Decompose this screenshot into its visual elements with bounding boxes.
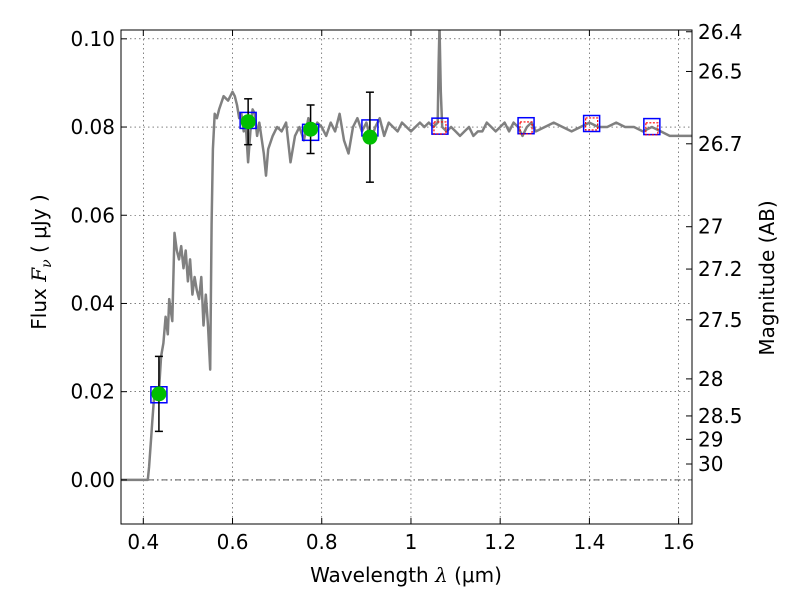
x-axis-title-unit: (μm) <box>448 563 502 587</box>
x-axis-title-prefix: Wavelength <box>310 563 435 587</box>
y-axis-title-symbol: F <box>27 267 51 283</box>
x-axis-title-symbol: λ <box>434 563 448 587</box>
model-square-red <box>519 121 533 135</box>
photometry-markers <box>150 91 661 433</box>
y-tick-label: 0.04 <box>70 291 115 315</box>
mag-tick-label: 28 <box>698 367 723 391</box>
mag-tick-label: 29 <box>698 427 723 451</box>
y-axis-title-prefix: Flux <box>27 282 51 330</box>
observed-point <box>303 121 319 137</box>
sed-model-curve-group <box>121 30 692 482</box>
mag-tick-label: 27 <box>698 215 723 239</box>
model-square-red <box>585 117 599 131</box>
observed-point <box>362 129 378 145</box>
x-tick-label: 1.2 <box>484 530 516 554</box>
y-axis-title-subscript: ν <box>39 259 55 268</box>
x-tick-label: 1 <box>405 530 418 554</box>
x-axis-title: Wavelength λ (μm) <box>310 563 502 587</box>
observed-point <box>240 114 256 130</box>
y-tick-label: 0.10 <box>70 27 115 51</box>
y-axis-title-unit: ( μJy ) <box>27 194 51 259</box>
mag-tick-label: 27.2 <box>698 257 743 281</box>
grid-lines <box>121 30 692 524</box>
x-axis-ticks: 0.4 0.6 0.8 1 1.2 1.4 1.6 <box>127 30 695 554</box>
x-tick-label: 1.6 <box>663 530 695 554</box>
mag-tick-label: 27.5 <box>698 308 743 332</box>
y-tick-label: 0.02 <box>70 380 115 404</box>
y-axis-ticks: 0.00 0.02 0.04 0.06 0.08 0.10 <box>70 27 127 492</box>
sed-model-curve <box>121 30 692 482</box>
model-square-blue <box>582 114 601 133</box>
x-tick-label: 0.6 <box>217 530 249 554</box>
mag-tick-label: 28.5 <box>698 404 743 428</box>
x-tick-label: 0.8 <box>306 530 338 554</box>
y-tick-label: 0.08 <box>70 115 115 139</box>
observed-point <box>151 386 167 402</box>
mag-tick-label: 26.7 <box>698 132 743 156</box>
y-axis-title: Flux Fν ( μJy ) <box>27 194 55 329</box>
right-axis-title: Magnitude (AB) <box>755 200 779 355</box>
plot-frame <box>120 29 693 525</box>
x-tick-label: 1.4 <box>573 530 605 554</box>
mag-tick-label: 26.4 <box>698 20 743 44</box>
mag-tick-label: 26.5 <box>698 59 743 83</box>
y-tick-label: 0.06 <box>70 203 115 227</box>
x-tick-label: 0.4 <box>127 530 159 554</box>
model-square-red <box>433 121 447 135</box>
y-tick-label: 0.00 <box>70 468 115 492</box>
model-square-red <box>645 122 659 136</box>
mag-tick-label: 30 <box>698 452 723 476</box>
